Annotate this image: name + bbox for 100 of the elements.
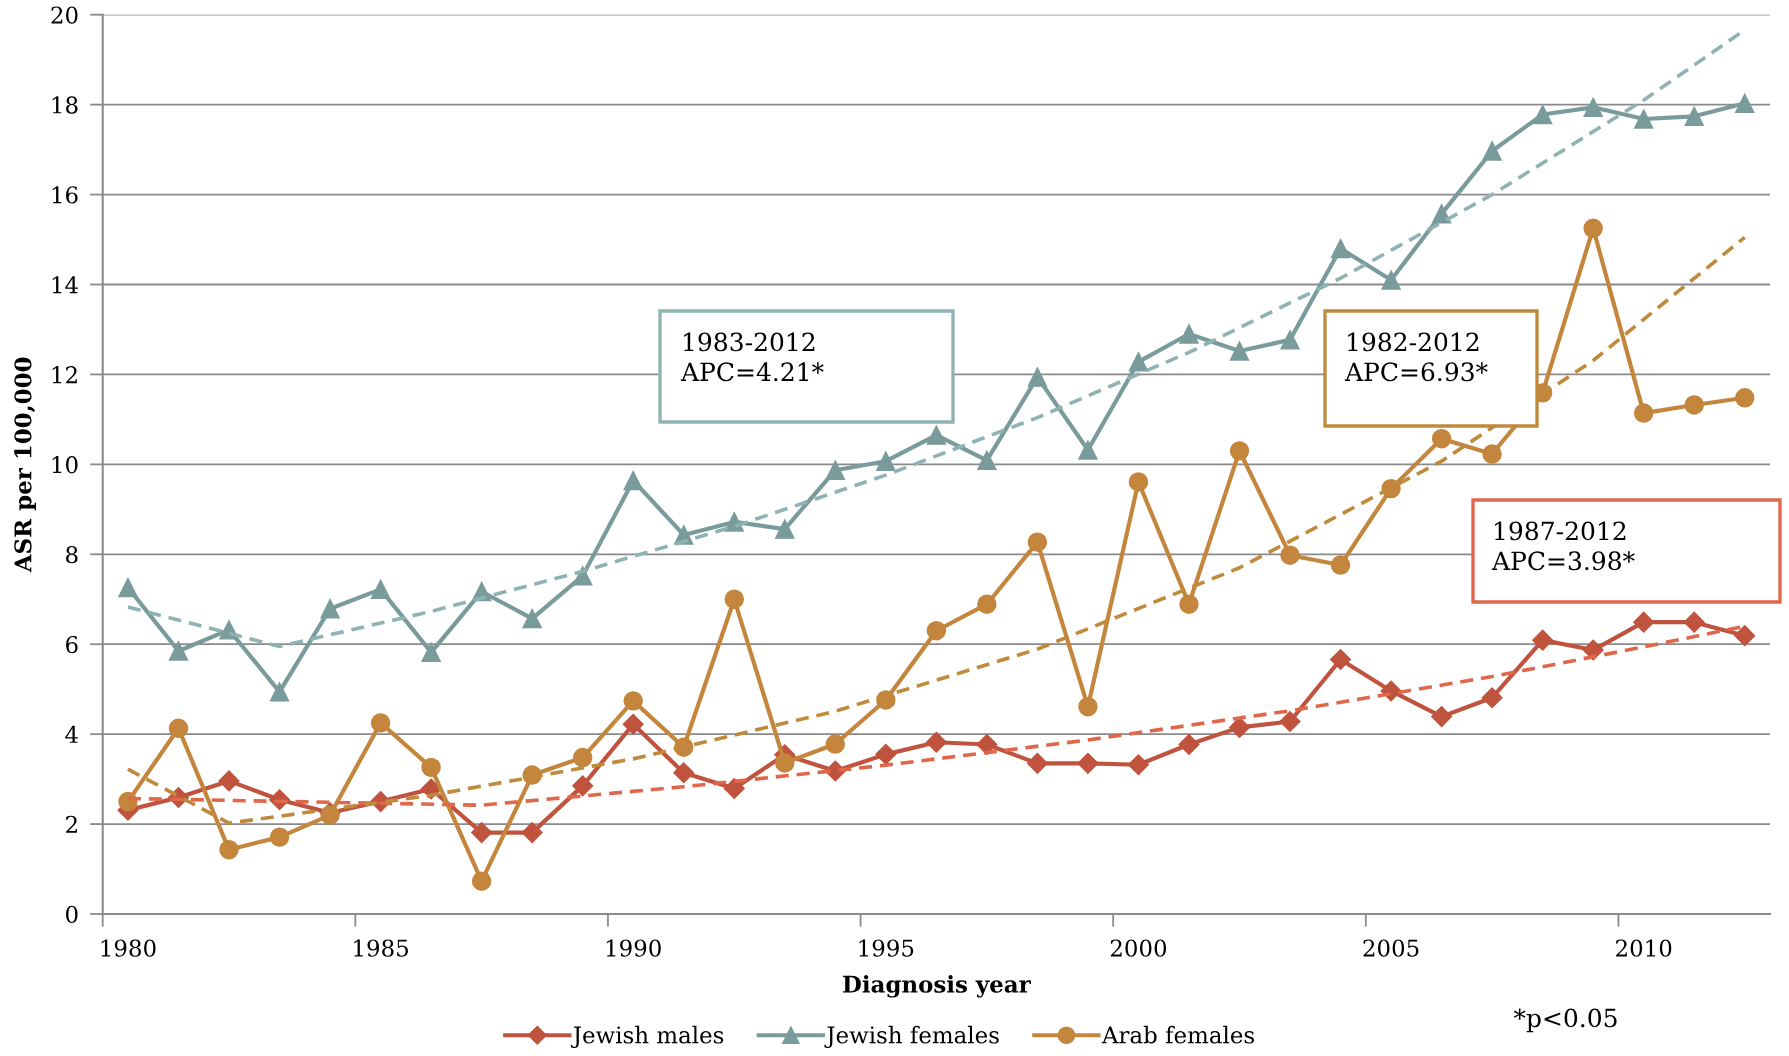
point	[471, 871, 492, 891]
point	[623, 470, 643, 491]
point	[1330, 648, 1352, 671]
point	[1532, 629, 1554, 651]
point	[977, 594, 997, 614]
point	[724, 589, 744, 609]
legend-label: Jewish females	[824, 1025, 999, 1049]
point	[1330, 555, 1351, 575]
y-tick-label: 12	[52, 366, 77, 384]
annotation: 1987-2012 APC=3.98*	[1491, 521, 1635, 571]
x-tick-label: 1990	[606, 939, 661, 957]
point	[572, 775, 594, 797]
point	[1027, 532, 1048, 552]
point	[370, 713, 391, 733]
point	[168, 641, 189, 661]
point	[1481, 687, 1503, 709]
point	[1128, 472, 1149, 492]
point	[825, 734, 846, 754]
point	[1431, 706, 1453, 728]
point	[977, 450, 997, 471]
y-tick-label: 8	[66, 545, 78, 564]
annotation: 1982-2012 APC=6.93*	[1344, 332, 1488, 382]
point	[926, 620, 947, 641]
point	[1683, 611, 1705, 633]
y-axis-title: ASR per 100,000	[14, 357, 37, 573]
y-tick-label: 4	[65, 725, 78, 743]
y-tick-label: 18	[52, 96, 78, 114]
point	[775, 753, 795, 773]
y-tick-label: 6	[66, 635, 78, 654]
point	[875, 743, 897, 765]
point	[421, 642, 441, 663]
point	[623, 691, 643, 711]
legend-label: Arab females	[1101, 1025, 1254, 1044]
point	[775, 519, 795, 539]
x-tick-label: 2005	[1363, 939, 1419, 957]
point	[168, 718, 189, 739]
point	[118, 577, 138, 598]
point	[1280, 330, 1300, 350]
text: *p<0.05	[1513, 1008, 1617, 1033]
point	[1179, 324, 1199, 344]
point	[1735, 388, 1755, 408]
y-tick-label: 20	[51, 6, 78, 24]
point	[1633, 403, 1654, 423]
point	[723, 778, 745, 800]
point	[1482, 141, 1502, 161]
point	[572, 747, 593, 768]
point	[1330, 238, 1351, 259]
point	[1684, 106, 1704, 127]
point	[622, 713, 644, 735]
x-tick-label: 1985	[354, 939, 408, 957]
point	[1684, 395, 1704, 415]
y-tick-label: 2	[66, 815, 77, 833]
point	[1734, 625, 1756, 647]
x-tick-label: 2010	[1616, 939, 1672, 957]
point	[269, 682, 290, 702]
x-tick-label: 2000	[1110, 939, 1167, 957]
point	[1280, 545, 1300, 565]
point	[1229, 441, 1250, 461]
point	[320, 598, 340, 619]
point	[1229, 341, 1250, 361]
point	[825, 460, 846, 480]
point	[1078, 696, 1098, 717]
x-axis-title: Diagnosis year	[843, 975, 1031, 998]
point	[1178, 733, 1200, 755]
point	[1431, 428, 1452, 449]
point	[471, 822, 493, 844]
point	[370, 579, 391, 600]
point	[1179, 594, 1199, 614]
y-tick-label: 16	[52, 186, 78, 204]
point	[673, 762, 695, 784]
x-tick-label: 1980	[101, 939, 156, 957]
point	[1532, 104, 1553, 125]
point	[1381, 270, 1401, 290]
point	[925, 731, 947, 753]
x-tick-label: 1995	[859, 939, 914, 957]
point	[1279, 711, 1301, 733]
point	[1482, 444, 1502, 464]
point	[219, 839, 239, 860]
point	[1583, 97, 1603, 118]
point	[1128, 352, 1149, 372]
point	[1633, 611, 1655, 633]
point	[1127, 754, 1149, 776]
point	[521, 822, 543, 844]
point	[976, 733, 998, 755]
point	[269, 827, 290, 847]
point	[876, 451, 896, 471]
point	[1027, 367, 1048, 387]
y-tick-label: 14	[52, 276, 78, 294]
point	[1026, 752, 1048, 774]
legend-label: Jewish males	[570, 1025, 724, 1049]
point	[421, 757, 441, 778]
point	[1077, 752, 1099, 774]
annotation: 1983-2012 APC=4.21*	[680, 332, 824, 382]
point	[1583, 218, 1603, 239]
point	[522, 608, 542, 629]
point	[1633, 109, 1654, 129]
point	[1735, 93, 1755, 114]
point	[1431, 204, 1452, 224]
y-tick-label: 10	[52, 456, 78, 474]
y-tick-label: 0	[66, 905, 78, 924]
